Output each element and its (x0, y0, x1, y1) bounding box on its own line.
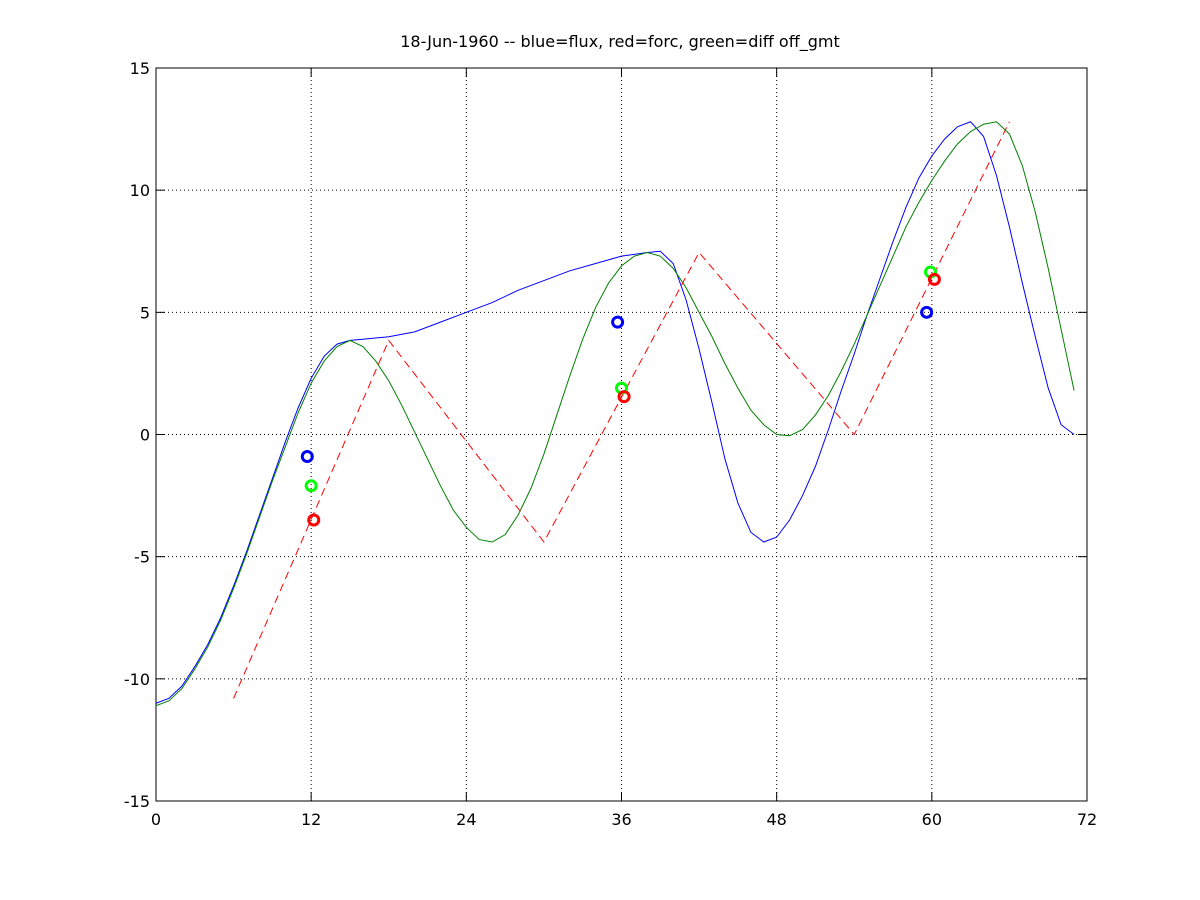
marker (920, 305, 934, 319)
plot-frame (155, 67, 1088, 802)
chart-title: 18-Jun-1960 -- blue=flux, red=forc, gree… (400, 32, 840, 52)
series-line (233, 121, 1010, 699)
y-tick-label: 0 (140, 426, 150, 445)
y-tick-label: 15 (130, 59, 150, 78)
x-tick-label: 72 (1077, 810, 1097, 829)
x-tick-label: 12 (301, 810, 321, 829)
marker (304, 479, 318, 493)
y-tick-label: -5 (134, 548, 150, 567)
marker (307, 513, 321, 527)
x-tick-label: 0 (151, 810, 161, 829)
marker (927, 272, 941, 286)
x-tick-label: 24 (456, 810, 476, 829)
y-tick-label: -10 (124, 670, 150, 689)
series-line (155, 121, 1075, 707)
x-tick-label: 48 (766, 810, 786, 829)
x-tick-label: 36 (611, 810, 631, 829)
y-tick-label: 5 (140, 303, 150, 322)
marker (300, 449, 314, 463)
x-tick-label: 60 (922, 810, 942, 829)
marker (611, 315, 625, 329)
y-tick-label: -15 (124, 792, 150, 811)
series-line (155, 121, 1075, 704)
y-tick-label: 10 (130, 181, 150, 200)
marker (617, 390, 631, 404)
